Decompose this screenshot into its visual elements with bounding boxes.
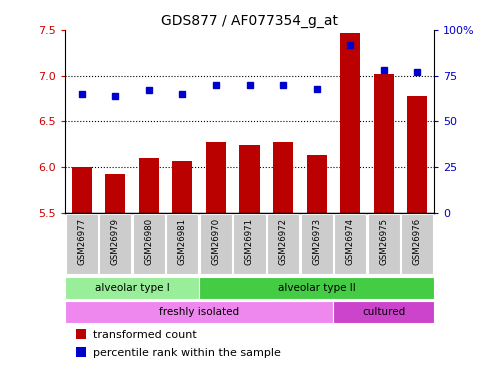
Title: GDS877 / AF077354_g_at: GDS877 / AF077354_g_at (161, 13, 338, 28)
Bar (71, 167, 92, 213)
FancyBboxPatch shape (133, 214, 165, 274)
Bar (76, 346, 86, 357)
FancyBboxPatch shape (200, 214, 232, 274)
Text: GSM26973: GSM26973 (312, 218, 321, 265)
Bar (105, 174, 125, 213)
FancyBboxPatch shape (334, 214, 366, 274)
FancyBboxPatch shape (199, 277, 434, 298)
Text: GSM26971: GSM26971 (245, 218, 254, 265)
FancyBboxPatch shape (300, 214, 333, 274)
FancyBboxPatch shape (65, 277, 199, 298)
Text: freshly isolated: freshly isolated (159, 307, 239, 317)
FancyBboxPatch shape (401, 214, 434, 274)
Bar (407, 96, 428, 213)
Text: GSM26972: GSM26972 (278, 218, 287, 265)
FancyBboxPatch shape (368, 214, 400, 274)
Text: GSM26975: GSM26975 (379, 218, 388, 265)
Bar (273, 142, 293, 213)
Text: GSM26981: GSM26981 (178, 218, 187, 265)
Text: GSM26977: GSM26977 (77, 218, 86, 265)
FancyBboxPatch shape (234, 214, 265, 274)
Text: GSM26976: GSM26976 (413, 218, 422, 265)
Text: alveolar type I: alveolar type I (95, 283, 169, 293)
FancyBboxPatch shape (166, 214, 199, 274)
FancyBboxPatch shape (99, 214, 131, 274)
Bar (76, 329, 86, 339)
Text: cultured: cultured (362, 307, 405, 317)
Bar (306, 155, 327, 213)
Bar (139, 158, 159, 213)
Bar (206, 142, 226, 213)
Text: percentile rank within the sample: percentile rank within the sample (93, 348, 280, 357)
Bar (172, 161, 193, 213)
FancyBboxPatch shape (65, 301, 333, 322)
Text: GSM26979: GSM26979 (111, 218, 120, 265)
Bar (240, 145, 259, 213)
Text: alveolar type II: alveolar type II (278, 283, 355, 293)
Text: transformed count: transformed count (93, 330, 196, 340)
Bar (340, 33, 360, 213)
FancyBboxPatch shape (65, 214, 98, 274)
Text: GSM26970: GSM26970 (212, 218, 221, 265)
Text: GSM26980: GSM26980 (144, 218, 153, 265)
FancyBboxPatch shape (333, 301, 434, 322)
Bar (374, 74, 394, 213)
Text: GSM26974: GSM26974 (346, 218, 355, 265)
FancyBboxPatch shape (267, 214, 299, 274)
